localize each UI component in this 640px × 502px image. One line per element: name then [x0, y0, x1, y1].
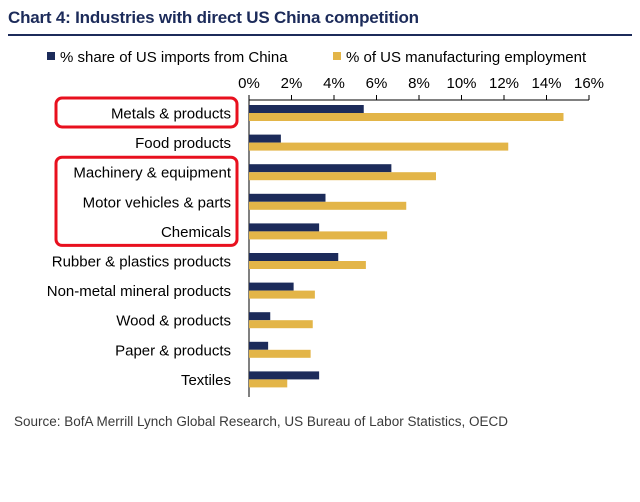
title-divider: [8, 34, 632, 36]
source-note: Source: BofA Merrill Lynch Global Resear…: [14, 414, 508, 429]
category-label: Motor vehicles & parts: [83, 194, 231, 211]
bar-series1-7: [249, 282, 294, 291]
legend: % share of US imports from China % of US …: [47, 49, 587, 66]
bar-chart: % share of US imports from China % of US …: [47, 49, 604, 397]
legend-label-2: % of US manufacturing employment: [346, 49, 587, 66]
bar-series1-8: [249, 312, 271, 321]
category-label: Food products: [135, 135, 231, 152]
x-tick-label: 8%: [408, 75, 430, 92]
bar-series2-9: [249, 349, 311, 358]
x-tick-label: 10%: [446, 75, 476, 92]
legend-swatch-1: [47, 52, 55, 60]
bar-series1-3: [249, 164, 392, 173]
category-label: Non-metal mineral products: [47, 283, 231, 300]
category-label: Machinery & equipment: [73, 165, 231, 182]
bar-series1-5: [249, 223, 320, 232]
highlight-box-1: [54, 96, 239, 129]
bar-series2-2: [249, 142, 509, 151]
bar-series2-3: [249, 172, 436, 181]
category-labels: Metals & products Food products Machinery …: [47, 106, 232, 389]
bars: [249, 105, 564, 388]
legend-label-1: % share of US imports from China: [60, 49, 288, 66]
category-label: Textiles: [181, 372, 231, 389]
bar-series1-4: [249, 193, 326, 202]
bar-series1-6: [249, 253, 339, 261]
bar-series2-1: [249, 113, 564, 121]
bar-series2-7: [249, 290, 315, 299]
x-tick-label: 6%: [366, 75, 388, 92]
x-tick-label: 12%: [489, 75, 519, 92]
category-label: Chemicals: [161, 224, 231, 241]
x-tick-label: 4%: [323, 75, 345, 92]
category-label: Paper & products: [115, 342, 231, 359]
category-label: Wood & products: [116, 313, 231, 330]
legend-swatch-2: [333, 52, 341, 60]
category-label: Rubber & plastics products: [52, 254, 231, 271]
bar-series2-5: [249, 231, 388, 240]
bar-series2-8: [249, 320, 313, 329]
x-tick-label: 2%: [281, 75, 303, 92]
x-tick-label: 16%: [574, 75, 604, 92]
category-label: Metals & products: [111, 106, 231, 123]
bar-series2-10: [249, 379, 288, 388]
bar-series1-1: [249, 105, 364, 113]
bar-series1-9: [249, 341, 269, 350]
x-tick-label: 14%: [531, 75, 561, 92]
highlight-box-2: [54, 155, 239, 247]
bar-series1-10: [249, 371, 320, 380]
bar-series2-6: [249, 261, 366, 269]
highlight-boxes: [54, 96, 239, 247]
bar-series1-2: [249, 134, 281, 143]
x-tick-label: 0%: [238, 75, 260, 92]
x-axis: 0% 2% 4% 6% 8% 10% 12% 14% 16%: [238, 75, 604, 397]
chart-title: Chart 4: Industries with direct US China…: [8, 8, 419, 27]
bar-series2-4: [249, 201, 407, 210]
